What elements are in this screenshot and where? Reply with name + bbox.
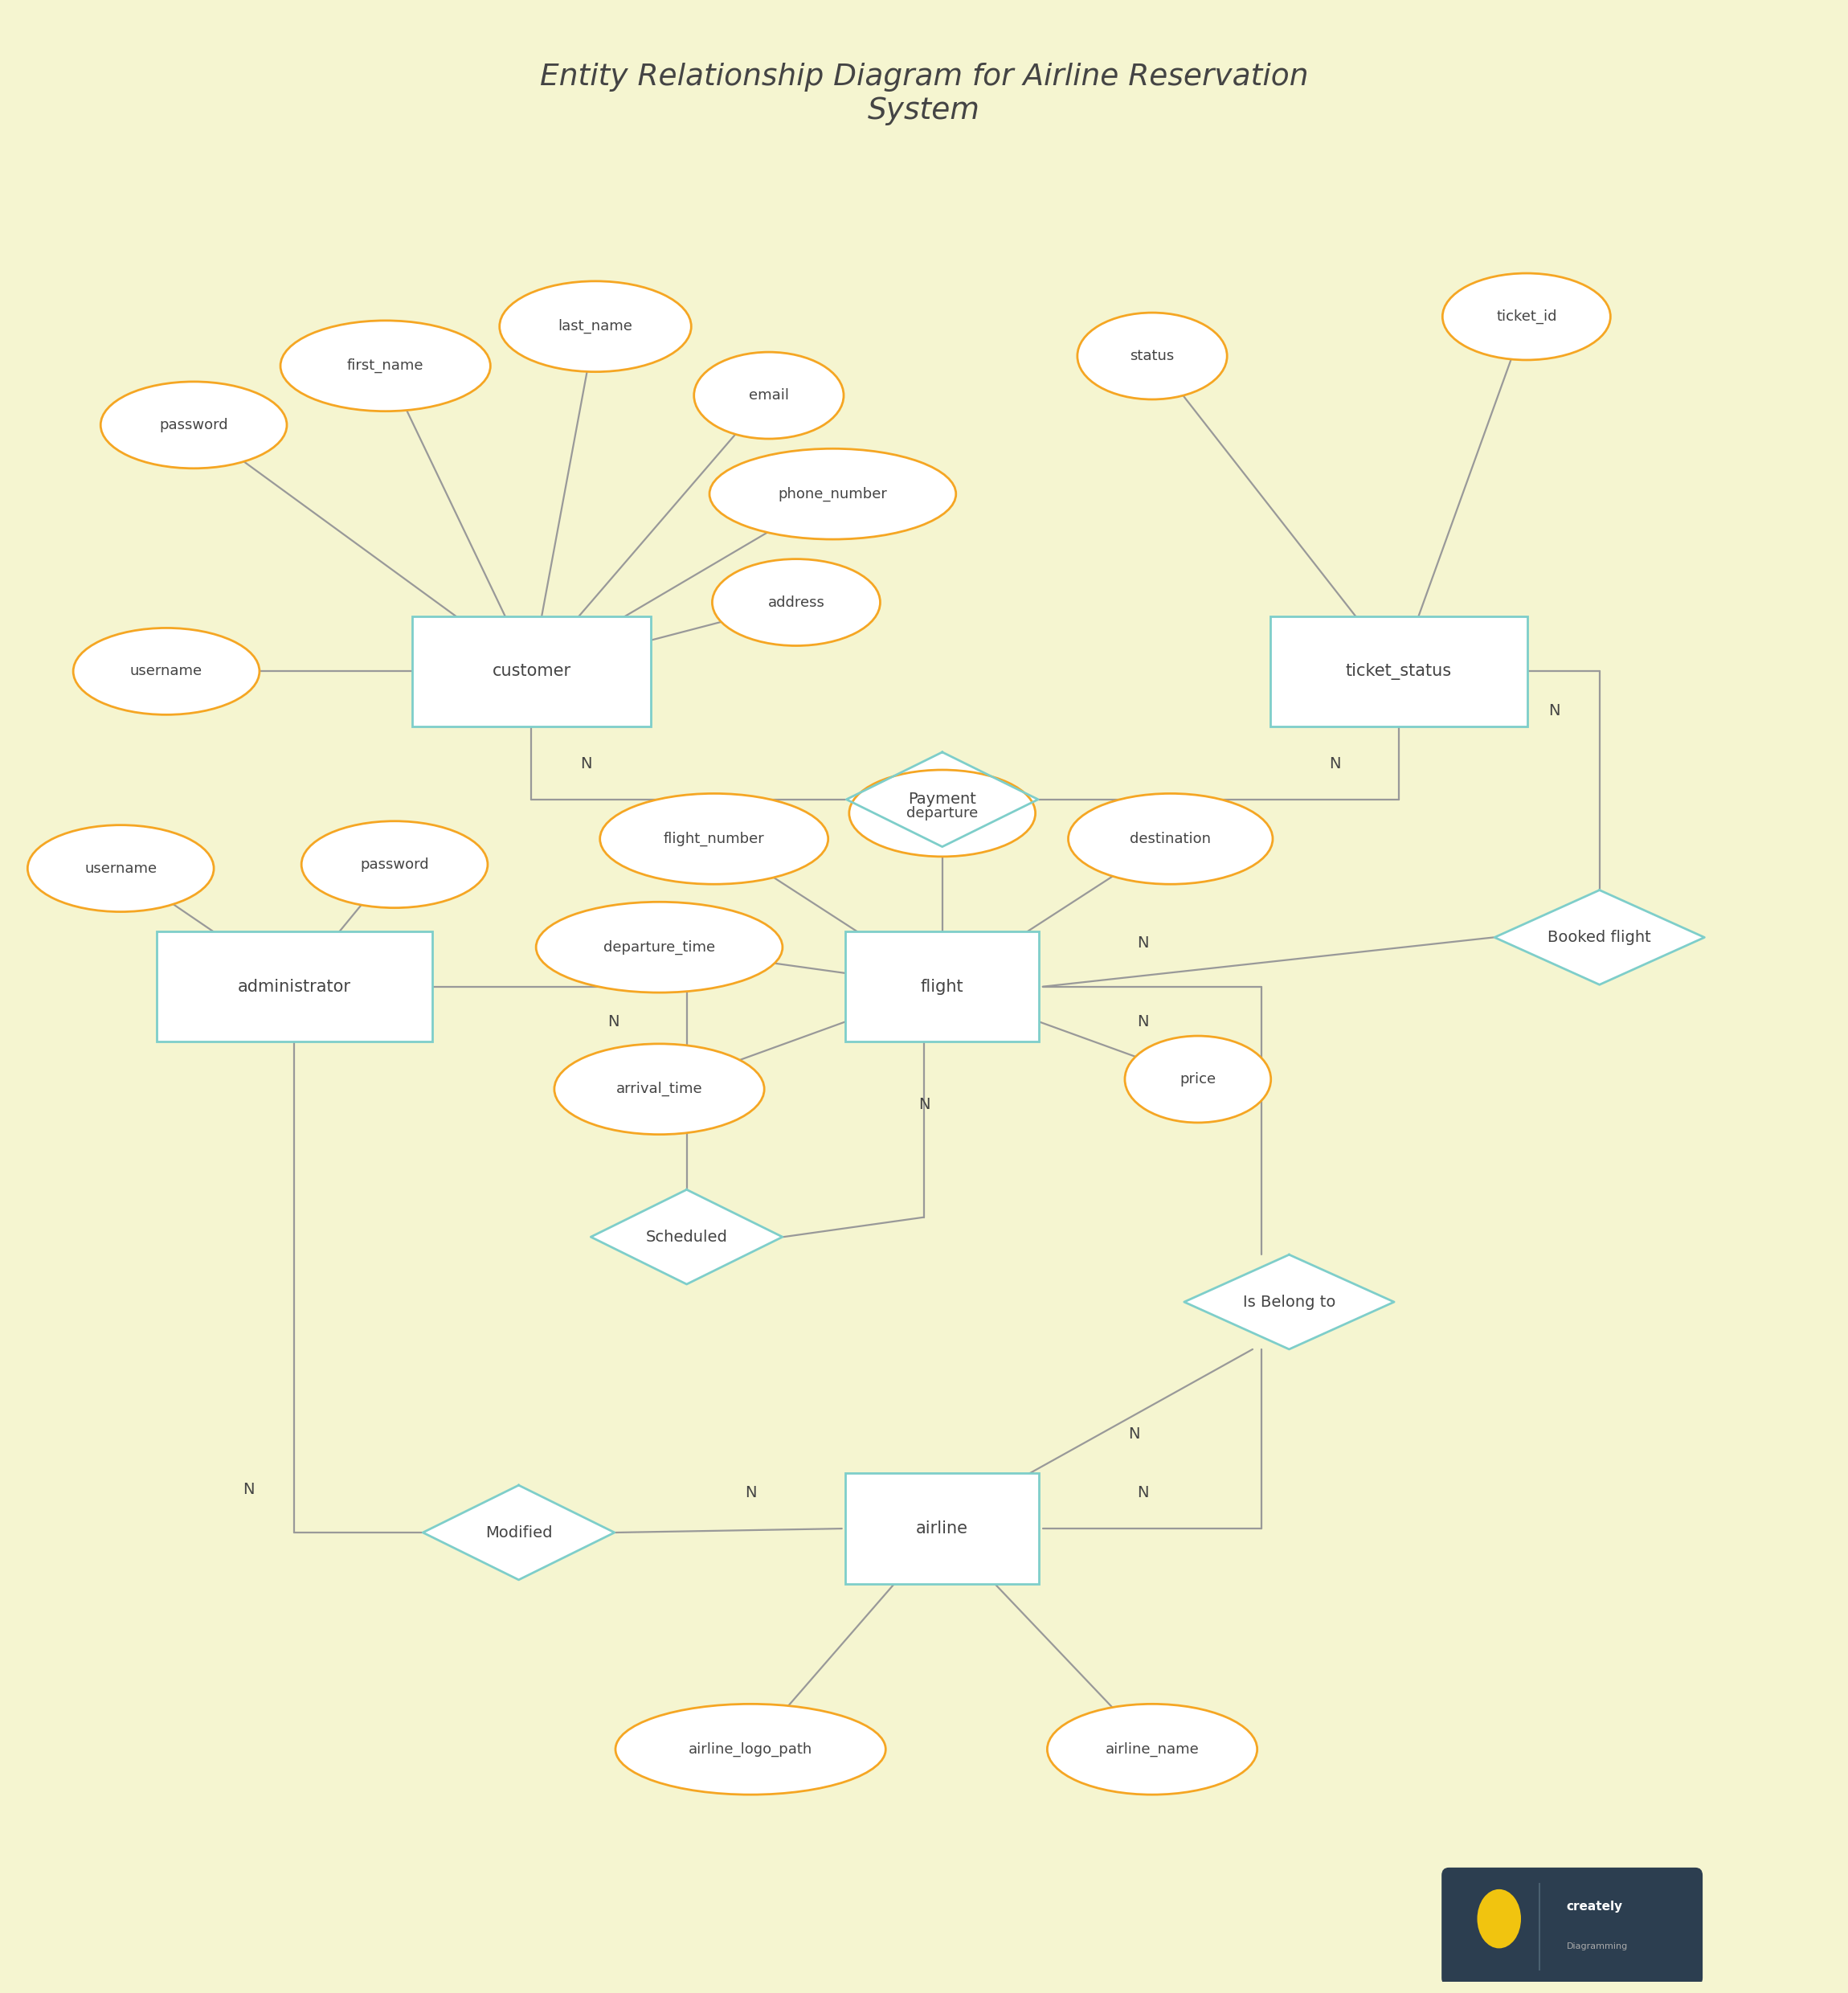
Text: administrator: administrator bbox=[238, 979, 351, 995]
Text: creately: creately bbox=[1567, 1901, 1623, 1913]
Text: Modified: Modified bbox=[486, 1525, 553, 1541]
Text: N: N bbox=[1127, 1427, 1140, 1441]
Ellipse shape bbox=[711, 558, 880, 646]
Text: last_name: last_name bbox=[558, 319, 632, 333]
Text: username: username bbox=[85, 861, 157, 875]
Text: Is Belong to: Is Belong to bbox=[1244, 1293, 1336, 1309]
Text: password: password bbox=[360, 857, 429, 871]
Text: Booked flight: Booked flight bbox=[1549, 931, 1652, 945]
Polygon shape bbox=[423, 1485, 615, 1580]
Ellipse shape bbox=[710, 448, 955, 540]
Text: ticket_status: ticket_status bbox=[1345, 664, 1453, 680]
Text: phone_number: phone_number bbox=[778, 486, 887, 502]
Ellipse shape bbox=[536, 903, 782, 993]
FancyBboxPatch shape bbox=[846, 931, 1039, 1042]
FancyBboxPatch shape bbox=[1270, 616, 1528, 727]
Text: customer: customer bbox=[492, 664, 571, 680]
Text: N: N bbox=[1137, 935, 1149, 951]
Text: status: status bbox=[1129, 349, 1175, 363]
Text: N: N bbox=[1549, 704, 1560, 717]
FancyBboxPatch shape bbox=[412, 616, 650, 727]
Ellipse shape bbox=[615, 1704, 885, 1794]
Ellipse shape bbox=[601, 793, 828, 885]
Text: departure: departure bbox=[906, 805, 978, 821]
Text: flight_number: flight_number bbox=[663, 831, 765, 847]
Text: password: password bbox=[159, 419, 227, 432]
Ellipse shape bbox=[301, 821, 488, 909]
Text: flight: flight bbox=[920, 979, 965, 995]
FancyBboxPatch shape bbox=[1441, 1867, 1702, 1985]
Ellipse shape bbox=[74, 628, 259, 715]
Text: destination: destination bbox=[1129, 831, 1210, 847]
Ellipse shape bbox=[848, 769, 1035, 857]
Text: airline_logo_path: airline_logo_path bbox=[689, 1742, 813, 1756]
Text: N: N bbox=[242, 1481, 255, 1497]
Text: address: address bbox=[767, 596, 824, 610]
Ellipse shape bbox=[695, 353, 845, 438]
Ellipse shape bbox=[1443, 273, 1610, 361]
Polygon shape bbox=[1495, 891, 1704, 985]
Ellipse shape bbox=[554, 1044, 765, 1134]
Ellipse shape bbox=[1068, 793, 1273, 885]
Ellipse shape bbox=[1077, 313, 1227, 399]
FancyBboxPatch shape bbox=[157, 931, 432, 1042]
Text: airline_name: airline_name bbox=[1105, 1742, 1199, 1756]
FancyBboxPatch shape bbox=[846, 1473, 1039, 1584]
Polygon shape bbox=[846, 751, 1039, 847]
Polygon shape bbox=[1185, 1256, 1393, 1349]
Text: Diagramming: Diagramming bbox=[1567, 1943, 1628, 1951]
Text: departure_time: departure_time bbox=[604, 941, 715, 955]
Text: N: N bbox=[1137, 1485, 1149, 1501]
Polygon shape bbox=[591, 1190, 782, 1283]
Ellipse shape bbox=[1125, 1036, 1271, 1122]
Ellipse shape bbox=[499, 281, 691, 373]
Text: Scheduled: Scheduled bbox=[645, 1230, 728, 1244]
Text: arrival_time: arrival_time bbox=[615, 1082, 702, 1096]
Text: username: username bbox=[129, 664, 203, 678]
Text: N: N bbox=[745, 1485, 756, 1501]
Text: Entity Relationship Diagram for Airline Reservation
System: Entity Relationship Diagram for Airline … bbox=[540, 62, 1308, 126]
Ellipse shape bbox=[100, 381, 286, 468]
Text: N: N bbox=[608, 1014, 619, 1030]
Ellipse shape bbox=[1048, 1704, 1257, 1794]
Text: price: price bbox=[1179, 1072, 1216, 1086]
Text: N: N bbox=[1329, 755, 1340, 771]
Ellipse shape bbox=[1477, 1889, 1521, 1949]
Ellipse shape bbox=[281, 321, 490, 411]
Text: airline: airline bbox=[917, 1521, 968, 1537]
Text: N: N bbox=[1137, 1014, 1149, 1030]
Text: N: N bbox=[580, 755, 591, 771]
Text: email: email bbox=[748, 389, 789, 403]
Text: Payment: Payment bbox=[907, 791, 976, 807]
Text: N: N bbox=[918, 1098, 930, 1112]
Ellipse shape bbox=[28, 825, 214, 911]
Text: first_name: first_name bbox=[347, 359, 423, 373]
Text: ticket_id: ticket_id bbox=[1497, 309, 1556, 325]
